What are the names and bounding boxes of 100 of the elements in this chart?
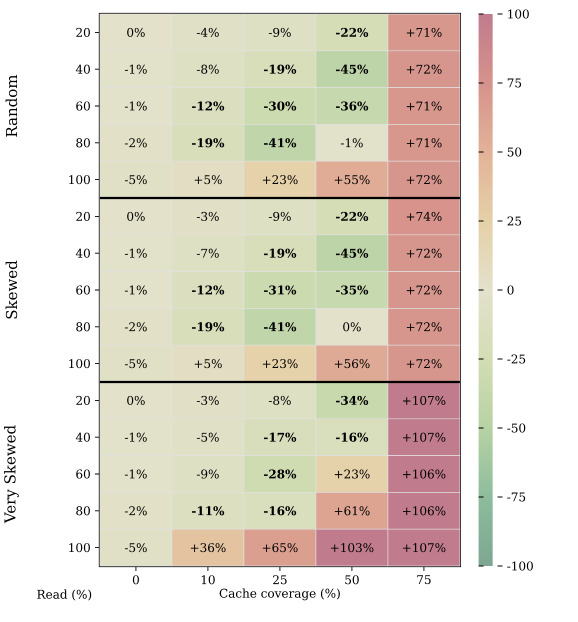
data-label: -22% [336, 28, 368, 37]
color-bar-label: -100 [507, 561, 533, 571]
data-label: -41% [264, 322, 296, 332]
y-tick-label: 80 [76, 322, 90, 332]
data-label: 0% [127, 28, 145, 37]
data-label: +71% [406, 28, 442, 37]
data-label: 0% [127, 212, 145, 221]
data-label: -8% [196, 64, 219, 74]
data-label: +23% [262, 175, 298, 184]
color-bar-label: 25 [508, 216, 522, 226]
data-label: +71% [406, 101, 442, 111]
data-label: -1% [124, 285, 147, 295]
data-label: -3% [196, 212, 219, 221]
data-label: +72% [406, 285, 442, 295]
y-tick-label: 60 [76, 469, 90, 479]
data-label: 0% [127, 396, 145, 405]
data-label: -12% [192, 285, 224, 295]
data-label: -5% [196, 432, 219, 442]
data-label: -9% [268, 28, 291, 37]
data-label: -19% [192, 322, 224, 332]
y-tick-label: 40 [76, 248, 90, 258]
data-label: -3% [196, 396, 219, 405]
y-tick-label: 40 [76, 432, 90, 442]
data-label: -19% [264, 64, 296, 74]
data-label: -45% [336, 248, 368, 258]
y-tick-label: 100 [69, 359, 90, 368]
data-label: -34% [336, 396, 368, 405]
y-tick-label: 20 [76, 28, 90, 37]
data-label: -19% [192, 138, 224, 148]
data-label: -11% [192, 506, 224, 516]
color-bar-label: -25 [507, 354, 526, 364]
data-label: -19% [264, 248, 296, 258]
data-label: -36% [336, 101, 368, 111]
data-label: -1% [124, 432, 147, 442]
color-bar-label: 75 [508, 78, 522, 88]
data-label: +72% [406, 359, 442, 368]
data-label: -35% [336, 285, 368, 295]
data-label: +23% [334, 469, 370, 479]
x-tick-label: 25 [273, 575, 287, 584]
data-label: -45% [336, 64, 368, 74]
x-tick-label: 50 [345, 575, 359, 584]
data-label: -41% [264, 138, 296, 148]
data-label: -2% [124, 138, 147, 148]
data-label: +72% [406, 322, 442, 332]
data-label: +5% [194, 175, 222, 184]
data-label: -9% [268, 212, 291, 221]
data-label: +106% [403, 506, 446, 516]
data-label: +55% [334, 175, 370, 184]
data-label: +106% [403, 469, 446, 479]
data-label: -7% [196, 248, 219, 258]
y-axis-title: Read (%) [37, 590, 92, 601]
data-label: -8% [268, 396, 291, 405]
data-label: -5% [124, 175, 147, 184]
y-tick-label: 20 [76, 212, 90, 221]
data-label: +23% [262, 359, 298, 368]
data-label: -1% [124, 64, 147, 74]
x-tick-label: 75 [417, 575, 431, 584]
y-tick-label: 80 [76, 506, 90, 516]
y-tick-label: 40 [76, 64, 90, 74]
color-bar-label: 100 [508, 9, 529, 19]
data-label: +107% [403, 432, 446, 442]
data-label: +36% [190, 543, 226, 552]
data-label: -17% [264, 432, 296, 442]
data-label: -30% [264, 101, 296, 111]
color-bar-label: 50 [508, 147, 522, 157]
data-label: +107% [403, 543, 446, 552]
data-label: -1% [340, 138, 363, 148]
color-bar-label: -50 [507, 423, 526, 433]
data-label: -28% [264, 469, 296, 479]
data-label: -12% [192, 101, 224, 111]
data-label: +72% [406, 175, 442, 184]
data-label: -1% [124, 469, 147, 479]
data-label: 0% [343, 322, 361, 332]
data-label: +72% [406, 248, 442, 258]
color-bar-label: -75 [507, 492, 526, 502]
y-tick-label: 100 [69, 175, 90, 184]
data-label: -9% [196, 469, 219, 479]
data-label: +107% [403, 396, 446, 405]
data-label: +61% [334, 506, 370, 516]
data-label: -2% [124, 322, 147, 332]
data-label: +5% [194, 359, 222, 368]
data-label: -2% [124, 506, 147, 516]
data-label: -5% [124, 543, 147, 552]
data-label: -1% [124, 101, 147, 111]
data-label: +65% [262, 543, 298, 552]
y-tick-label: 100 [69, 543, 90, 552]
data-label: +71% [406, 138, 442, 148]
data-label: -5% [124, 359, 147, 368]
data-label: -1% [124, 248, 147, 258]
y-tick-label: 60 [76, 101, 90, 111]
data-label: -16% [264, 506, 296, 516]
x-tick-label: 0 [132, 575, 139, 584]
data-label: +103% [331, 543, 374, 552]
data-label: +72% [406, 64, 442, 74]
y-tick-label: 60 [76, 285, 90, 295]
color-bar-label: 0 [508, 285, 514, 295]
text: Skewed [6, 260, 18, 319]
text: Random [6, 74, 18, 137]
data-label: -4% [196, 28, 219, 37]
y-tick-label: 20 [76, 396, 90, 405]
